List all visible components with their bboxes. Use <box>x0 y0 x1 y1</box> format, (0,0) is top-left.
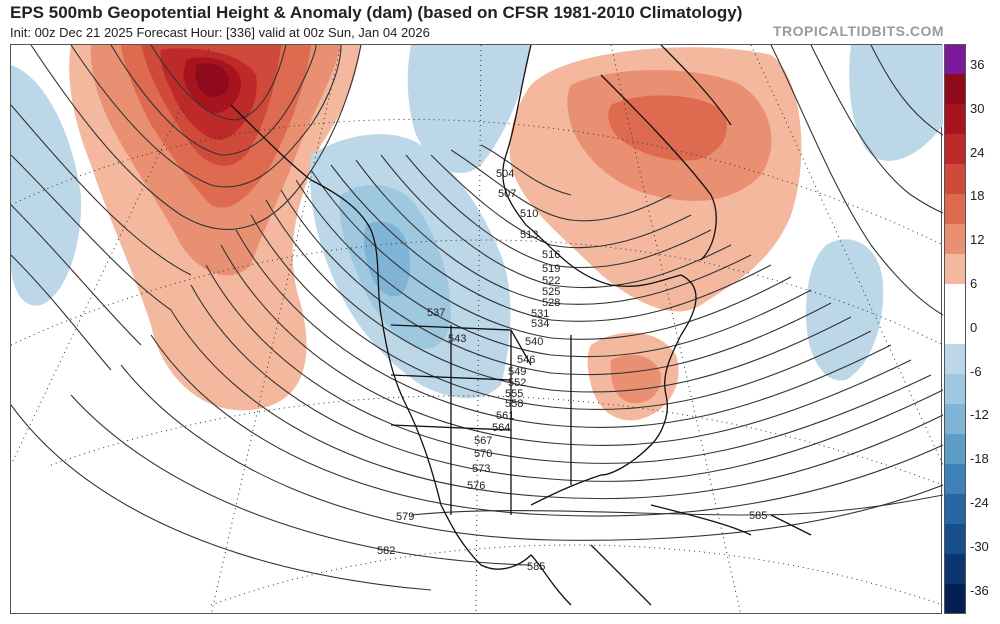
colorbar-tick-label: 6 <box>970 276 978 291</box>
colorbar-tick-label: -30 <box>970 538 989 554</box>
colorbar-swatch <box>944 104 966 135</box>
map-panel: 504 507 510 513 516 519 522 525 528 531 … <box>10 44 943 615</box>
colorbar-swatch <box>944 344 966 375</box>
colorbar-swatch <box>944 224 966 255</box>
contour-label: 555 <box>505 388 523 400</box>
colorbar-swatch <box>944 44 966 75</box>
chart-header: EPS 500mb Geopotential Height & Anomaly … <box>0 0 1000 44</box>
contour-label: 540 <box>525 336 543 348</box>
contour-label: 525 <box>542 286 560 298</box>
contour-label: 549 <box>508 366 526 378</box>
colorbar-swatch <box>944 314 966 345</box>
contour-label: 579 <box>396 511 414 523</box>
colorbar-swatch <box>944 584 966 615</box>
colorbar-tick-label: -6 <box>970 363 982 379</box>
colorbar-tick-label: -24 <box>970 495 989 510</box>
contour-label: 561 <box>496 410 514 422</box>
contour-label: 531 <box>531 308 549 320</box>
contour-label: 513 <box>520 229 538 241</box>
contour-label: 507 <box>498 188 516 200</box>
colorbar-swatch <box>944 164 966 195</box>
latlon-grid <box>11 45 943 615</box>
colorbar-swatch <box>944 554 966 585</box>
contour-label: 522 <box>542 275 560 287</box>
colorbar-border <box>944 44 966 614</box>
colorbar-swatch <box>944 434 966 465</box>
colorbar-tick-label: 0 <box>970 319 978 335</box>
contour-label: 504 <box>496 168 514 180</box>
contour-label: 576 <box>467 480 485 492</box>
colorbar-swatch <box>944 404 966 435</box>
coastlines <box>230 45 812 606</box>
colorbar-swatch <box>944 464 966 495</box>
source-credit: TROPICALTIDBITS.COM <box>772 23 944 39</box>
colorbar-tick-label: -18 <box>970 451 989 467</box>
colorbar-tick-label: 18 <box>970 188 985 204</box>
negative-anomaly-atlantic <box>806 45 943 381</box>
colorbar-swatch <box>944 284 966 315</box>
colorbar-tick-label: -36 <box>970 582 989 598</box>
map-canvas: 504 507 510 513 516 519 522 525 528 531 … <box>11 45 943 615</box>
contour-label: 528 <box>542 297 560 309</box>
colorbar-swatch <box>944 254 966 285</box>
contour-label: 585 <box>527 561 545 573</box>
contour-label: 546 <box>517 354 535 366</box>
contour-label: 570 <box>474 448 492 460</box>
colorbar-swatch <box>944 524 966 555</box>
colorbar-swatch <box>944 374 966 405</box>
contour-label: 564 <box>492 422 510 434</box>
height-contours <box>11 45 943 591</box>
contour-label: 582 <box>377 545 395 557</box>
colorbar-swatch <box>944 194 966 225</box>
positive-anomaly-pacific <box>69 45 362 411</box>
chart-title: EPS 500mb Geopotential Height & Anomaly … <box>10 3 743 22</box>
contour-label: 552 <box>508 377 526 389</box>
colorbar-swatch <box>944 74 966 105</box>
colorbar-swatch <box>944 494 966 525</box>
positive-anomaly-canada <box>509 47 802 421</box>
contour-label: 558 <box>505 398 523 410</box>
contour-label: 537 <box>427 307 445 319</box>
contour-label: 567 <box>474 435 492 447</box>
colorbar-tick-label: 12 <box>970 232 985 248</box>
contour-label: 543 <box>448 333 466 345</box>
contour-label: 510 <box>520 208 538 220</box>
contour-label: 573 <box>472 463 490 475</box>
colorbar-swatch <box>944 134 966 165</box>
contour-label: 519 <box>542 263 560 275</box>
contour-label: 585 <box>749 510 767 522</box>
colorbar-tick-label: 36 <box>970 57 985 72</box>
anomaly-colorbar <box>944 44 966 615</box>
chart-subtitle: Init: 00z Dec 21 2025 Forecast Hour: [33… <box>10 25 430 40</box>
colorbar-tick-label: 24 <box>970 144 985 160</box>
colorbar-tick-label: 30 <box>970 100 985 116</box>
colorbar-swatches <box>944 44 966 615</box>
contour-label: 516 <box>542 249 560 261</box>
contour-labels: 504 507 510 513 516 519 522 525 528 531 … <box>377 168 767 573</box>
colorbar-tick-label: -12 <box>970 407 989 423</box>
contour-label: 534 <box>531 318 549 330</box>
